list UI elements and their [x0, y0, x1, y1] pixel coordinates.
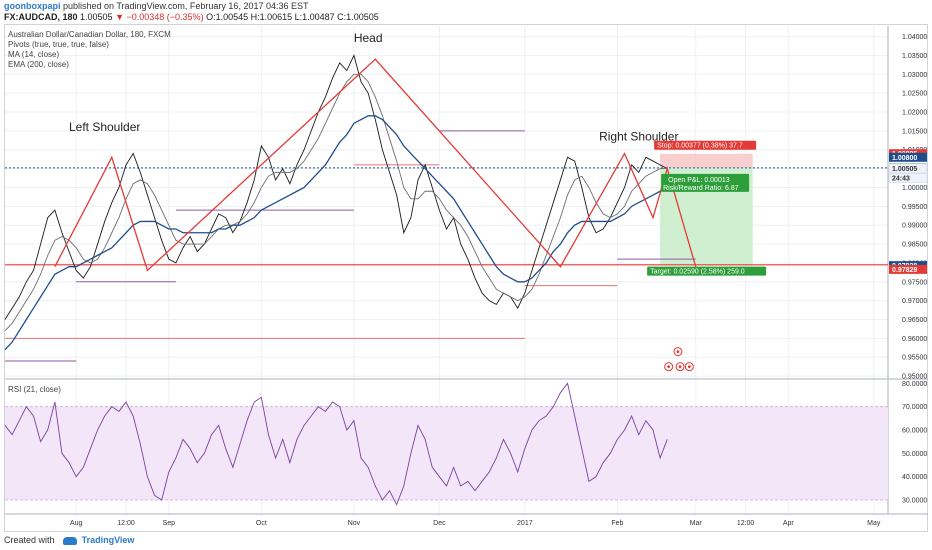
symbol-quote-line: FX:AUDCAD, 180 1.00505 ▼ −0.00348 (−0.35… [4, 12, 379, 22]
open-pl-label: Open P&L: 0.00013 [668, 177, 730, 184]
price-tick-label: 0.99000 [902, 223, 927, 230]
legend-ma[interactable]: MA (14, close) [8, 50, 60, 59]
rsi-tick-label: 40.0000 [902, 474, 927, 481]
publish-date-text: published on TradingView.com, February 1… [60, 1, 309, 11]
price-flag-label: 24:43 [892, 176, 910, 183]
target-label-box [647, 266, 767, 276]
price-tick-label: 0.95500 [902, 355, 927, 362]
rsi-series-line [4, 382, 668, 506]
price-tick-label: 1.02000 [902, 110, 927, 117]
price-tick-label: 1.02500 [902, 91, 927, 98]
pattern-label: Head [354, 31, 383, 45]
price-flag-box [889, 152, 927, 162]
time-tick-label: Apr [783, 520, 795, 527]
last-price: 1.00505 [80, 12, 113, 22]
price-flag-box [888, 173, 928, 183]
time-tick-label: 12:00 [737, 520, 755, 527]
price-flag-label: 0.97829 [892, 267, 917, 274]
price-tick-label: 1.03000 [902, 72, 927, 79]
rsi-band [5, 406, 888, 500]
created-with-text: Created with [4, 535, 55, 545]
economic-event-dot-icon [667, 365, 671, 369]
time-tick-label: Feb [611, 520, 623, 527]
ma-series-line [4, 73, 668, 332]
price-tick-label: 0.96500 [902, 317, 927, 324]
stop-zone [660, 153, 753, 168]
ema-series-line [4, 115, 668, 351]
rsi-tick-label: 80.0000 [902, 381, 927, 388]
legend-series-title: Australian Dollar/Canadian Dollar, 180, … [8, 30, 171, 39]
time-tick-label: Dec [433, 520, 446, 527]
symbol-name: FX:AUDCAD, 180 [4, 12, 78, 22]
time-tick-label: Mar [690, 520, 703, 527]
stop-label: Stop: 0.00377 (0.38%) 37.7 [657, 143, 743, 150]
stop-label-box [654, 140, 757, 150]
price-tick-label: 0.98500 [902, 242, 927, 249]
price-tick-label: 1.01500 [902, 128, 927, 135]
time-tick-label: 12:00 [117, 520, 135, 527]
economic-event-dot-icon [678, 365, 682, 369]
time-tick-label: Nov [348, 520, 361, 527]
price-tick-label: 1.03500 [902, 53, 927, 60]
price-tick-label: 0.96000 [902, 336, 927, 343]
chart-frame[interactable] [4, 24, 928, 532]
rsi-tick-label: 50.0000 [902, 451, 927, 458]
price-tick-label: 0.97000 [902, 298, 927, 305]
price-change: ▼ −0.00348 (−0.35%) [115, 12, 204, 22]
pl-box [661, 173, 750, 192]
price-flag-box [888, 163, 928, 174]
rsi-tick-label: 70.0000 [902, 404, 927, 411]
publish-info: goonboxpapi published on TradingView.com… [4, 1, 309, 11]
rsi-legend[interactable]: RSI (21, close) [8, 385, 61, 394]
time-tick-label: Sep [163, 520, 176, 527]
legend-ema[interactable]: EMA (200, close) [8, 60, 69, 69]
time-tick-label: 2017 [517, 520, 533, 527]
price-series-line [4, 54, 668, 320]
time-tick-label: May [867, 520, 881, 527]
economic-event-dot-icon [687, 365, 691, 369]
tradingview-logo-icon [63, 536, 78, 545]
pattern-label: Left Shoulder [69, 120, 140, 134]
tradingview-brand-link[interactable]: TradingView [81, 535, 135, 545]
price-flag-box [889, 264, 927, 274]
time-tick-label: Oct [256, 520, 267, 527]
price-tick-label: 1.00000 [902, 185, 927, 192]
legend-pivots[interactable]: Pivots (true, true, true, false) [8, 40, 109, 49]
price-flag-label: 1.00505 [892, 166, 917, 173]
risk-reward-label: Risk/Reward Ratio: 6.87 [663, 185, 739, 192]
time-tick-label: Aug [70, 520, 83, 527]
rsi-tick-label: 30.0000 [902, 498, 927, 505]
pattern-label: Right Shoulder [599, 129, 678, 143]
price-tick-label: 0.97500 [902, 279, 927, 286]
ohlc-values: O:1.00545 H:1.00615 L:1.00487 C:1.00505 [206, 12, 379, 22]
price-tick-label: 0.99500 [902, 204, 927, 211]
publisher-username[interactable]: goonboxpapi [4, 1, 61, 11]
target-label: Target: 0.02590 (2.58%) 259.0 [650, 269, 745, 276]
footer: Created with TradingView [4, 535, 134, 545]
price-tick-label: 0.95000 [902, 374, 927, 381]
rsi-tick-label: 60.0000 [902, 428, 927, 435]
economic-event-dot-icon [676, 350, 680, 353]
price-tick-label: 1.04000 [902, 34, 927, 41]
price-flag-label: 1.00800 [892, 155, 917, 162]
